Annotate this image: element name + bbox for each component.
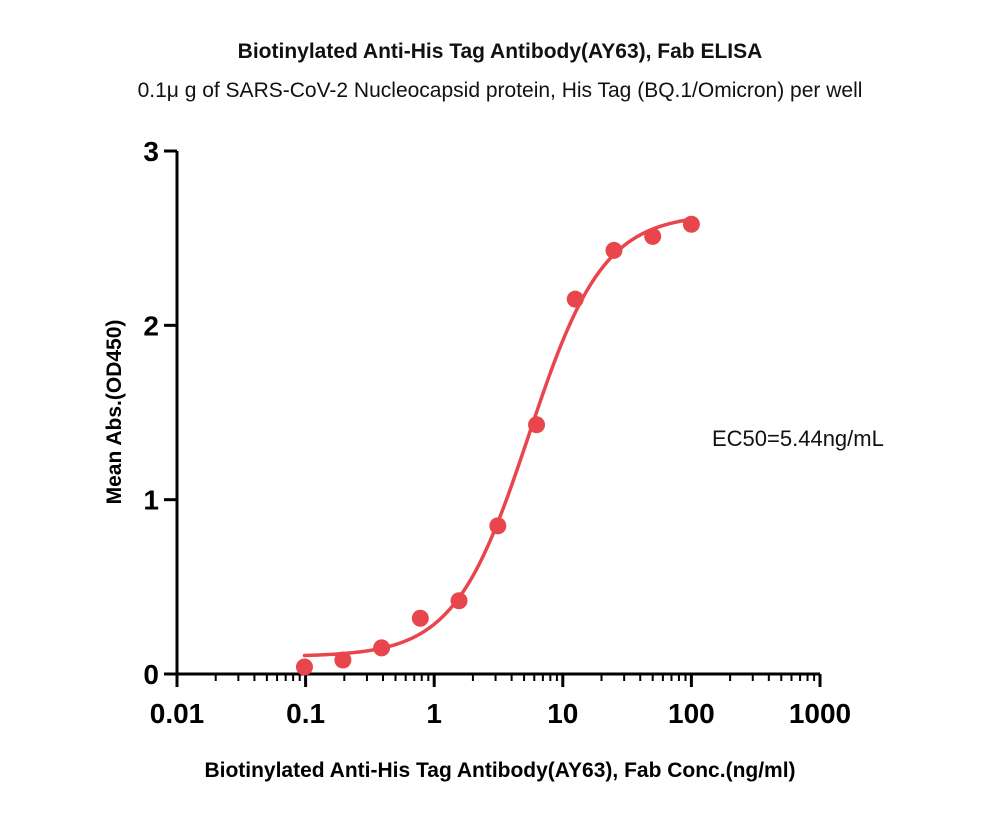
x-tick-label: 100 (668, 698, 715, 729)
y-axis-ticks: 0 1 2 3 (143, 136, 177, 690)
y-tick-label: 0 (143, 659, 159, 690)
data-point (450, 592, 468, 610)
chart-subtitle: 0.1μ g of SARS-CoV-2 Nucleocapsid protei… (138, 79, 863, 102)
y-axis-label: Mean Abs.(OD450) (103, 320, 126, 505)
data-point (489, 517, 507, 535)
x-tick-label: 0.01 (150, 698, 205, 729)
data-point (644, 227, 662, 245)
data-point (334, 651, 352, 669)
y-tick-label: 1 (143, 485, 159, 516)
data-point (295, 658, 313, 676)
data-point (373, 639, 391, 657)
data-point (682, 215, 700, 233)
x-tick-label: 1000 (789, 698, 851, 729)
x-tick-label: 10 (547, 698, 578, 729)
data-point (605, 241, 623, 259)
x-tick-label: 1 (426, 698, 442, 729)
data-points (295, 215, 700, 676)
axes (175, 151, 820, 676)
x-axis-label: Biotinylated Anti-His Tag Antibody(AY63)… (204, 759, 795, 782)
x-tick-label: 0.1 (286, 698, 325, 729)
fit-curve-group (302, 217, 694, 658)
ec50-annotation: EC50=5.44ng/mL (712, 426, 884, 451)
data-point (411, 609, 429, 627)
fit-curve (302, 217, 694, 658)
data-point (528, 416, 546, 434)
x-axis-ticks: 0.01 0.1 1 10 100 1000 (150, 674, 851, 729)
y-tick-label: 2 (143, 310, 159, 341)
chart-title: Biotinylated Anti-His Tag Antibody(AY63)… (238, 40, 763, 63)
data-point (566, 290, 584, 308)
y-tick-label: 3 (143, 136, 159, 167)
